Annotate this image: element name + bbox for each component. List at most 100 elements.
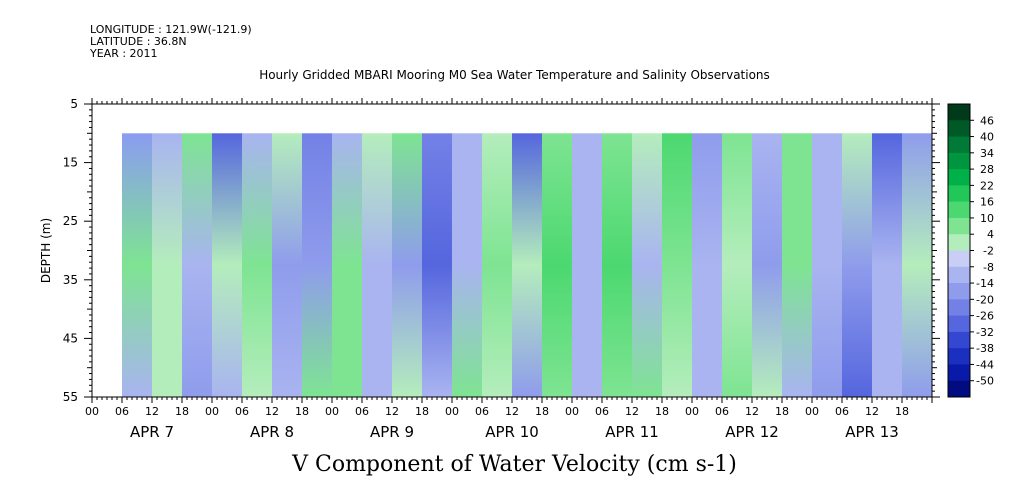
heatmap-cell	[842, 133, 873, 398]
colorbar-label: -8	[983, 261, 994, 274]
heatmap-cell	[212, 133, 243, 398]
colorbar-label: 34	[980, 147, 994, 160]
colorbar-swatch	[948, 348, 970, 365]
x-hour-label: 06	[115, 405, 129, 418]
y-tick-label: 15	[63, 156, 78, 170]
heatmap-cell	[662, 133, 693, 398]
colorbar-label: 16	[980, 196, 994, 209]
heatmap-cell	[362, 133, 393, 398]
heatmap-cell	[422, 133, 453, 398]
colorbar-swatch	[948, 136, 970, 154]
colorbar-swatch	[948, 299, 970, 317]
x-hour-label: 00	[805, 405, 819, 418]
x-hour-label: 06	[595, 405, 609, 418]
heatmap-cell	[452, 133, 483, 398]
heatmap-cell	[632, 133, 663, 398]
colorbar-swatch	[948, 169, 970, 186]
colorbar-label: -44	[976, 358, 994, 371]
colorbar-label: 10	[980, 212, 994, 225]
x-hour-label: 06	[235, 405, 249, 418]
x-axis-label: V Component of Water Velocity (cm s-1)	[292, 452, 737, 477]
heatmap-cell	[122, 133, 153, 398]
x-hour-label: 12	[145, 405, 159, 418]
heatmap-cell	[512, 133, 543, 398]
colorbar-label: -32	[976, 326, 994, 339]
y-tick-label: 25	[63, 214, 78, 228]
heatmap-cell	[602, 133, 633, 398]
colorbar-swatch	[948, 283, 970, 300]
heatmap-cell	[722, 133, 753, 398]
colorbar-swatch	[948, 364, 970, 382]
x-hour-label: 00	[325, 405, 339, 418]
x-hour-label: 06	[475, 405, 489, 418]
x-hour-label: 12	[745, 405, 759, 418]
colorbar-swatch	[948, 201, 970, 219]
x-hour-label: 00	[205, 405, 219, 418]
y-axis-label: DEPTH (m)	[39, 218, 53, 283]
x-hour-label: 18	[895, 405, 909, 418]
x-hour-label: 06	[355, 405, 369, 418]
colorbar-swatch	[948, 120, 970, 138]
colorbar-swatch	[948, 104, 970, 121]
heatmap-cell	[692, 133, 723, 398]
colorbar-swatch	[948, 380, 970, 398]
x-hour-label: 18	[175, 405, 189, 418]
colorbar-label: 28	[980, 163, 994, 176]
longitude-label: LONGITUDE : 121.9W(-121.9)	[90, 23, 252, 36]
colorbar-swatch	[948, 152, 970, 170]
colorbar-label: 4	[987, 228, 994, 241]
colorbar-label: -50	[976, 375, 994, 388]
colorbar-label: 40	[980, 131, 994, 144]
plot-area	[122, 133, 932, 398]
y-tick-label: 45	[63, 331, 78, 345]
colorbar-label: 22	[980, 179, 994, 192]
colorbar: 46 40 34 28 22 16 10 4 -2 -8 -14 -20 -26 -32 -38 -44 -50	[947, 103, 994, 398]
colorbar-label: -14	[976, 277, 994, 290]
x-hour-label: 18	[535, 405, 549, 418]
x-day-label: APR 10	[485, 423, 539, 441]
heatmap-cell	[332, 133, 363, 398]
heatmap-cell	[392, 133, 423, 398]
colorbar-label: -38	[976, 342, 994, 355]
heatmap-cell	[752, 133, 783, 398]
x-hour-label: 18	[415, 405, 429, 418]
x-day-label: APR 12	[725, 423, 779, 441]
x-day-label: APR 11	[605, 423, 659, 441]
axes: 00 06 12 18 00 06 12 18 00 06 12 18 00 06 12 18 00 06 12 18…	[39, 97, 940, 441]
colorbar-swatch	[948, 315, 970, 333]
x-hour-label: 12	[625, 405, 639, 418]
x-hour-label: 00	[565, 405, 579, 418]
x-hour-label: 06	[715, 405, 729, 418]
x-hour-label: 12	[385, 405, 399, 418]
heatmap-cell	[182, 133, 213, 398]
colorbar-label: -26	[976, 310, 994, 323]
x-day-label: APR 13	[845, 423, 899, 441]
x-hour-label: 18	[775, 405, 789, 418]
heatmap-cell	[272, 133, 303, 398]
colorbar-swatch	[948, 250, 970, 268]
x-hour-label: 18	[655, 405, 669, 418]
heatmap-cell	[482, 133, 513, 398]
colorbar-swatch	[948, 331, 970, 349]
x-hour-label: 06	[835, 405, 849, 418]
heatmap-cell	[242, 133, 273, 398]
colorbar-swatch	[948, 234, 970, 251]
x-hour-label: 00	[685, 405, 699, 418]
x-hour-label: 00	[85, 405, 99, 418]
colorbar-swatch	[948, 185, 970, 203]
y-tick-label: 55	[63, 390, 78, 404]
colorbar-swatch	[948, 266, 970, 284]
x-day-label: APR 8	[250, 423, 294, 441]
colorbar-label: 46	[980, 114, 994, 127]
colorbar-swatch	[948, 217, 970, 235]
y-tick-label: 5	[70, 97, 78, 111]
x-day-label: APR 7	[130, 423, 174, 441]
heatmap-cell	[302, 133, 333, 398]
heatmap-cell	[872, 133, 903, 398]
x-hour-label: 00	[445, 405, 459, 418]
heatmap-cell	[812, 133, 843, 398]
x-hour-label: 12	[865, 405, 879, 418]
colorbar-label: -2	[983, 245, 994, 258]
x-day-label: APR 9	[370, 423, 414, 441]
